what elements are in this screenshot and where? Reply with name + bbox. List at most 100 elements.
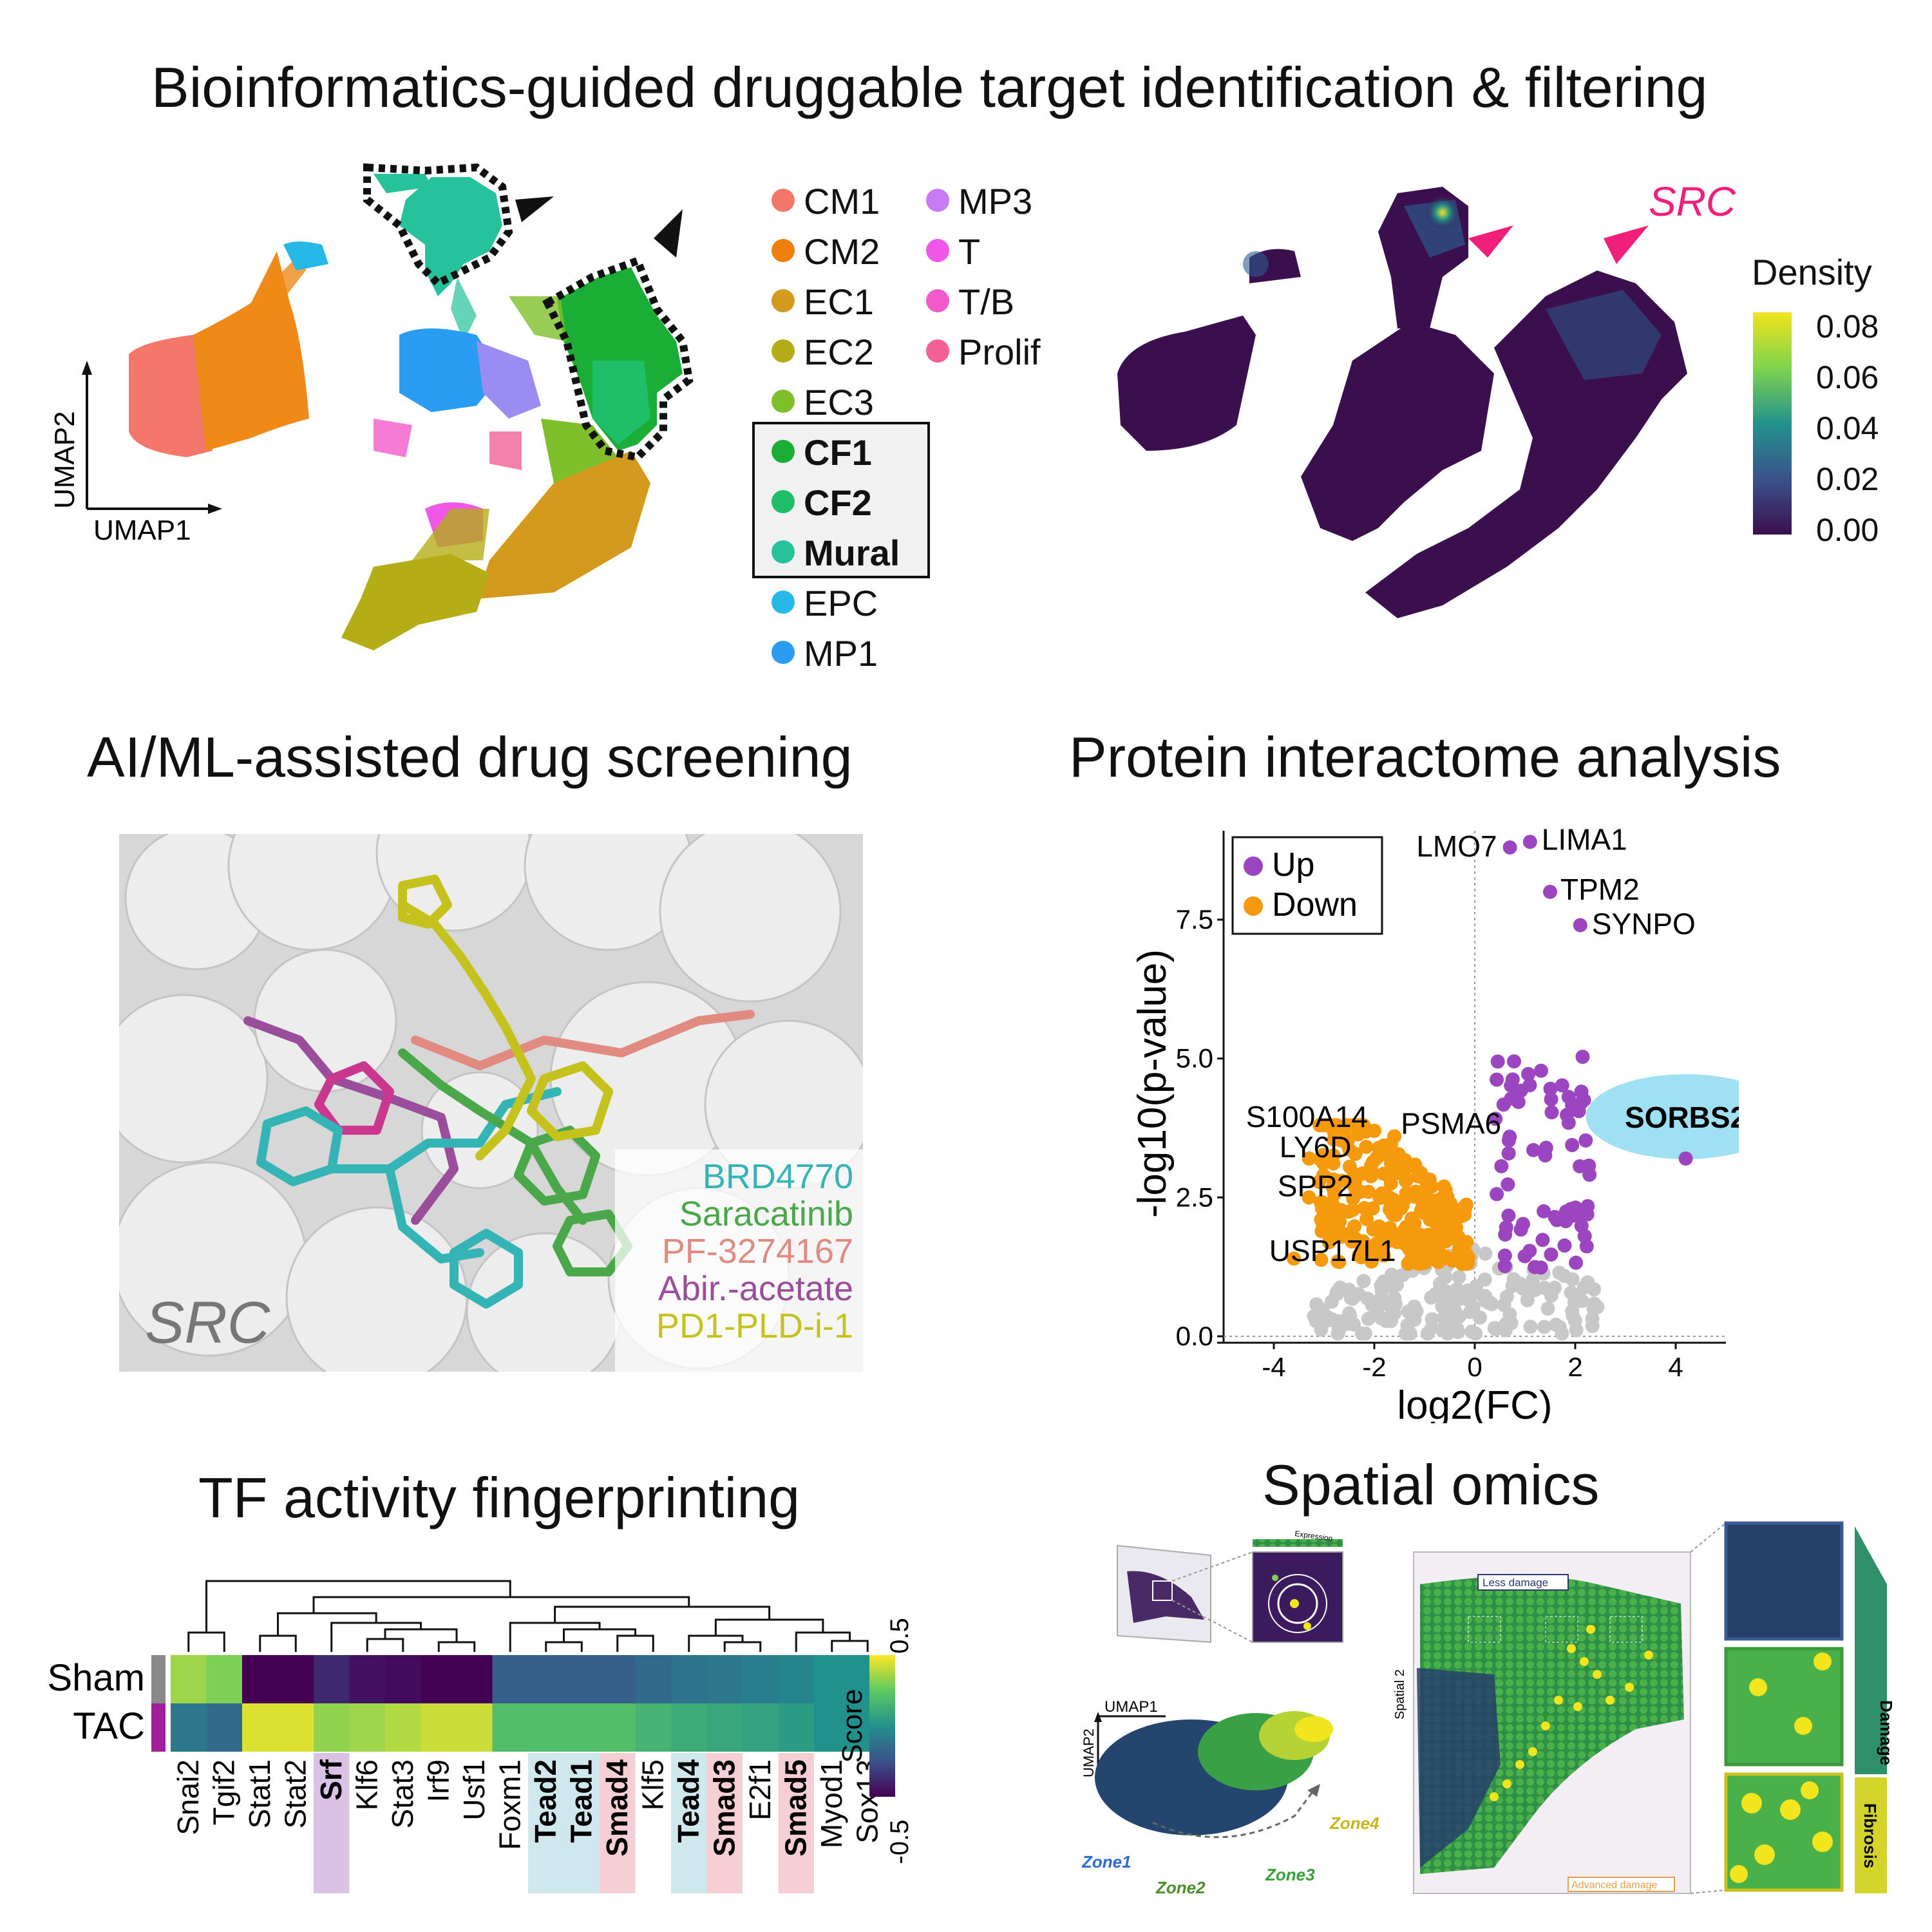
down-point <box>1347 1219 1362 1234</box>
column-highlight <box>564 1753 600 1893</box>
legend-label: Prolif <box>958 332 1041 372</box>
heatmap-cell <box>778 1703 815 1752</box>
up-point <box>1568 1200 1583 1215</box>
zone2-label: Zone2 <box>1155 1878 1206 1897</box>
ligand-label: Abir.-acetate <box>658 1269 853 1308</box>
heatmap-cell <box>492 1655 529 1703</box>
ns-point <box>1478 1246 1493 1261</box>
ns-point <box>1484 1296 1499 1311</box>
down-point <box>1359 1211 1374 1226</box>
volcano-legend-dot <box>1244 896 1263 916</box>
point-label: SPP2 <box>1278 1169 1354 1202</box>
tf-column-label: Smad3 <box>707 1759 741 1857</box>
cluster-mp3 <box>477 341 541 419</box>
title-drug-screening: AI/ML-assisted drug screening <box>87 725 853 789</box>
up-point <box>1502 1130 1517 1144</box>
down-point <box>1314 1253 1329 1267</box>
tf-column-label: E2f1 <box>743 1759 777 1821</box>
tf-column-label: Klf5 <box>636 1759 669 1810</box>
tf-column-label: Smad4 <box>600 1759 634 1857</box>
up-point <box>1490 1187 1504 1202</box>
ns-point <box>1396 1267 1410 1282</box>
ns-point <box>1435 1299 1450 1314</box>
arrowhead-src-2 <box>1604 225 1649 264</box>
heatmap-cell <box>743 1703 779 1752</box>
ns-point <box>1520 1293 1535 1307</box>
ns-point <box>1523 1320 1538 1334</box>
legend-dot <box>772 189 795 213</box>
heatmap-cell <box>385 1655 421 1703</box>
up-point <box>1488 1112 1503 1126</box>
column-highlight <box>600 1753 636 1893</box>
dendrogram-branch <box>277 1612 377 1636</box>
volcano-legend-label: Up <box>1272 846 1314 884</box>
ligand-label: PF-3274167 <box>662 1232 853 1271</box>
up-point <box>1490 1072 1504 1087</box>
ns-point <box>1379 1314 1394 1329</box>
up-point <box>1507 1054 1522 1069</box>
labeled-point <box>1678 1151 1693 1166</box>
dendrogram-branch <box>795 1631 851 1652</box>
up-point <box>1578 1133 1593 1148</box>
up-point <box>1555 1078 1569 1093</box>
dendrogram-branch <box>366 1638 404 1652</box>
labeled-point <box>1543 884 1557 899</box>
heatmap-cell <box>242 1655 278 1703</box>
ns-point <box>1477 1272 1492 1287</box>
x-axis-label: log2(FC) <box>1397 1383 1552 1423</box>
ns-point <box>1324 1294 1339 1309</box>
umap-cluster-plot: UMAP2 UMAP1 <box>49 163 694 650</box>
legend-label: CM2 <box>804 231 880 272</box>
arrowhead-cf <box>654 209 683 258</box>
dendrogram-branch <box>509 1622 601 1652</box>
cluster-ec1 <box>477 451 650 599</box>
up-point <box>1571 1104 1586 1119</box>
up-point <box>1499 1220 1513 1235</box>
down-point <box>1399 1219 1414 1234</box>
up-point <box>1513 1222 1528 1237</box>
legend-label: EC3 <box>804 382 874 422</box>
labeled-point <box>1302 1151 1316 1166</box>
volcano-legend-dot <box>1244 857 1263 876</box>
x-tick-label: -4 <box>1262 1352 1285 1382</box>
down-point <box>1376 1248 1391 1263</box>
labeled-point <box>1502 840 1517 855</box>
density-tick: 0.00 <box>1816 512 1879 548</box>
heatmap-cell <box>421 1655 457 1703</box>
expression-zoom <box>1252 1551 1343 1643</box>
down-point <box>1335 1173 1350 1188</box>
down-point <box>1332 1133 1347 1148</box>
dendrogram-branch <box>205 1580 511 1633</box>
title-interactome: Protein interactome analysis <box>1069 725 1781 789</box>
heatmap-cell <box>635 1703 672 1752</box>
arrowhead-mural <box>515 196 554 222</box>
up-point <box>1544 1092 1558 1107</box>
down-point <box>1455 1201 1470 1216</box>
ns-point <box>1447 1303 1462 1318</box>
ns-point <box>1425 1312 1439 1327</box>
down-point <box>1461 1256 1475 1271</box>
score-min-label: -0.5 <box>886 1820 914 1864</box>
labeled-point <box>1302 1190 1316 1205</box>
heatmap-cell <box>385 1703 421 1752</box>
down-point <box>1322 1218 1337 1233</box>
down-point <box>1401 1256 1416 1271</box>
heatmap-cell <box>242 1703 278 1752</box>
heatmap-cell <box>635 1655 672 1703</box>
down-point <box>1394 1201 1408 1216</box>
up-point <box>1501 1146 1516 1160</box>
tf-column-label: Snai2 <box>171 1759 205 1835</box>
ns-point <box>1356 1274 1371 1289</box>
down-point <box>1417 1255 1432 1269</box>
y-axis-label: -log10(p-value) <box>1130 949 1175 1218</box>
down-point <box>1364 1254 1379 1269</box>
legend-item-t: T <box>926 231 980 272</box>
tf-column-label: Foxm1 <box>493 1759 526 1850</box>
up-point <box>1575 1050 1590 1065</box>
heatmap-cell <box>171 1703 207 1752</box>
heatmap-cell <box>528 1703 564 1752</box>
down-point <box>1438 1234 1453 1249</box>
legend-dot <box>772 289 795 313</box>
down-point <box>1381 1141 1396 1155</box>
damage-label: Damage <box>1877 1700 1896 1765</box>
